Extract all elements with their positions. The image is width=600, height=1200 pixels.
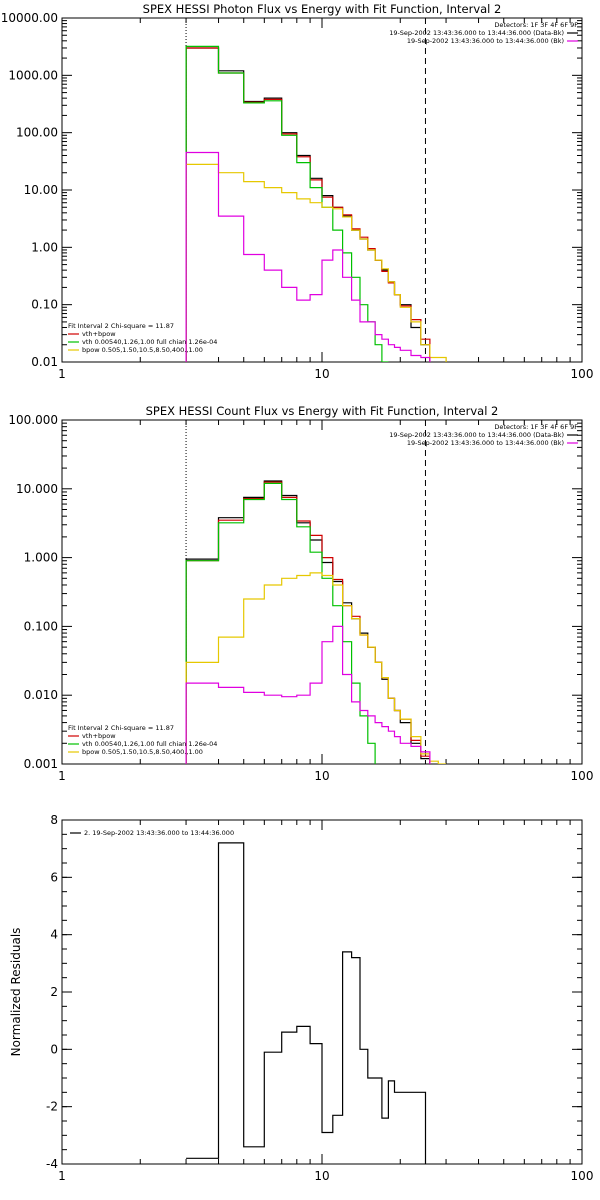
y-tick-label: 10000.00 xyxy=(1,11,58,25)
y-tick-label: 100.000 xyxy=(8,413,58,427)
series-line-3 xyxy=(185,482,376,764)
panel-3: 1 10 100 8 6 4 2 0 -2 -4 Normalized Residuals 2. 19… xyxy=(9,813,593,1183)
header-line-2: 19-Sep-2002 13:43:36.000 to 13:44:36.000… xyxy=(389,29,564,37)
series-line-5 xyxy=(185,151,431,362)
series-line-4 xyxy=(185,572,447,764)
panel-2: SPEX HESSI Count Flux vs Energy with Fit… xyxy=(8,404,593,783)
series-line-2 xyxy=(185,481,431,764)
y-axis-label: Normalized Residuals xyxy=(9,928,23,1057)
x-tick-label: 10 xyxy=(314,1169,329,1183)
chart-title: SPEX HESSI Photon Flux vs Energy with Fi… xyxy=(143,2,502,16)
y-tick-label: 1.00 xyxy=(31,240,58,254)
chart-title: SPEX HESSI Count Flux vs Energy with Fit… xyxy=(146,404,499,418)
fit-legend-title: Fit Interval 2 Chi-square = 11.87 xyxy=(68,724,174,732)
y-tick-label: 0.01 xyxy=(31,355,58,369)
x-tick-label: 10 xyxy=(314,367,329,381)
header-line-2: 19-Sep-2002 13:43:36.000 to 13:44:36.000… xyxy=(389,431,564,439)
series-line-1 xyxy=(186,842,427,1164)
x-tick-label: 1 xyxy=(58,367,66,381)
y-tick-label: 0.10 xyxy=(31,298,58,312)
series-line-4 xyxy=(185,163,447,362)
y-tick-label: 8 xyxy=(50,813,58,827)
y-tick-label: 2 xyxy=(50,985,58,999)
y-tick-label: 0.001 xyxy=(24,757,58,771)
header-line-1: Detectors: 1F 3F 4F 6F 9F xyxy=(494,21,578,29)
x-tick-label: 100 xyxy=(571,769,594,783)
y-tick-label: 0.010 xyxy=(24,688,58,702)
x-tick-label: 100 xyxy=(571,1169,594,1183)
x-tick-label: 10 xyxy=(314,769,329,783)
y-tick-label: -4 xyxy=(46,1157,58,1171)
x-tick-label: 1 xyxy=(58,1169,66,1183)
y-tick-label: 1000.00 xyxy=(8,68,58,82)
y-tick-label: 6 xyxy=(50,870,58,884)
header-line-1: Detectors: 1F 3F 4F 6F 9F xyxy=(494,423,578,431)
plot-frame xyxy=(61,419,583,765)
panel-1: SPEX HESSI Photon Flux vs Energy with Fi… xyxy=(1,2,594,381)
y-tick-label: 100.00 xyxy=(16,126,58,140)
y-tick-label: 10.000 xyxy=(16,482,58,496)
y-tick-label: 10.00 xyxy=(24,183,58,197)
series-line-1 xyxy=(185,480,431,764)
y-tick-label: 0 xyxy=(50,1042,58,1056)
header-line-3: 19-Sep-2002 13:43:36.000 to 13:44:36.000… xyxy=(407,439,564,447)
y-tick-label: 4 xyxy=(50,928,58,942)
header-line-3: 19-Sep-2002 13:43:36.000 to 13:44:36.000… xyxy=(407,37,564,45)
x-tick-label: 1 xyxy=(58,769,66,783)
x-tick-label: 100 xyxy=(571,367,594,381)
series-line-2 xyxy=(185,47,431,362)
series-line-5 xyxy=(185,625,431,764)
fit-legend-item: vth 0.00540,1.26,1.00 full chian 1.26e-0… xyxy=(82,338,217,346)
y-tick-label: 1.000 xyxy=(24,551,58,565)
fit-legend-item: vth+bpow xyxy=(82,330,116,338)
legend-entry: 2. 19-Sep-2002 13:43:36.000 to 13:44:36.… xyxy=(84,829,234,837)
fit-legend-item: bpow 0.505,1.50,10.5,8.50,400.,1.00 xyxy=(82,748,203,756)
fit-legend-item: bpow 0.505,1.50,10.5,8.50,400.,1.00 xyxy=(82,346,203,354)
y-tick-label: -2 xyxy=(46,1100,58,1114)
series-line-1 xyxy=(185,47,431,362)
fit-legend-title: Fit Interval 2 Chi-square = 11.87 xyxy=(68,322,174,330)
fit-legend-item: vth+bpow xyxy=(82,732,116,740)
fit-legend-item: vth 0.00540,1.26,1.00 full chian 1.26e-0… xyxy=(82,740,217,748)
y-tick-label: 0.100 xyxy=(24,619,58,633)
series-line-3 xyxy=(185,45,389,362)
